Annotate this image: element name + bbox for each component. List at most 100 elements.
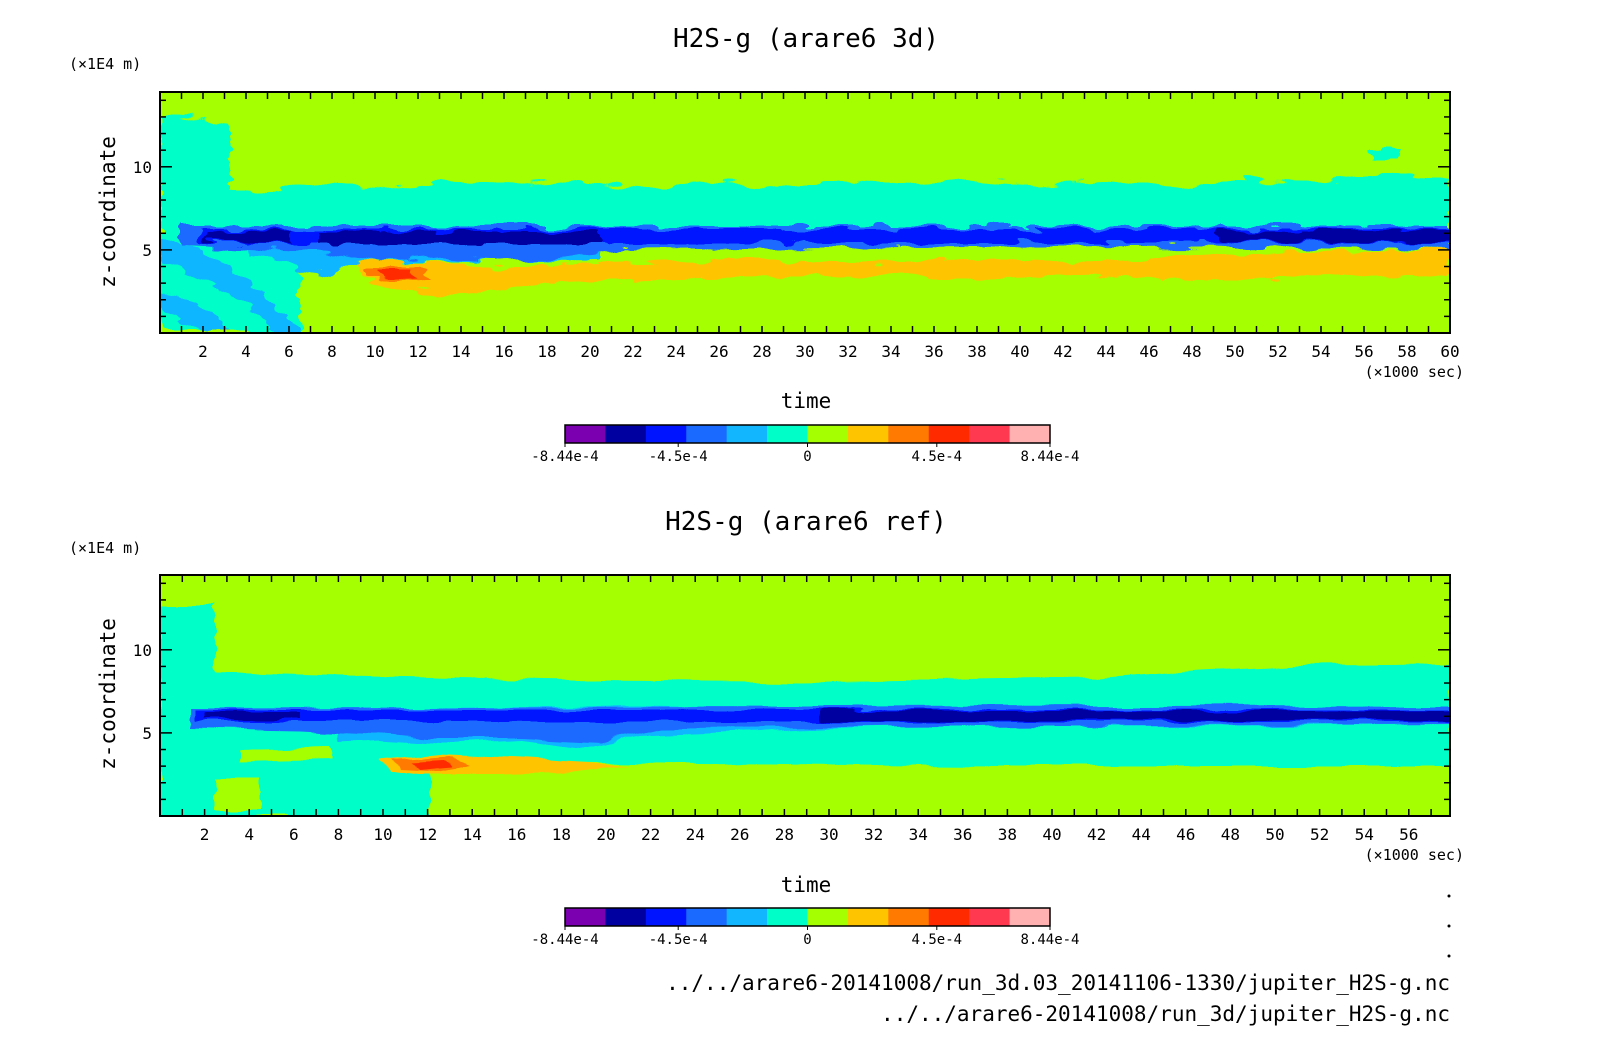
x-tick-label: 20: [580, 342, 599, 361]
y-tick-label: 5: [142, 241, 152, 260]
x-tick-label: 50: [1225, 342, 1244, 361]
x-tick-label: 28: [752, 342, 771, 361]
colorbar-swatch: [888, 908, 930, 926]
y-tick-label: 10: [133, 158, 152, 177]
colorbar-swatch: [1009, 908, 1051, 926]
x-tick-label: 24: [666, 342, 685, 361]
y-axis-label: z-coordinate: [96, 136, 120, 288]
colorbar-swatch: [767, 908, 808, 926]
colorbar-tick-label: -4.5e-4: [649, 932, 708, 948]
colorbar-swatch: [645, 908, 687, 926]
colorbar-swatch: [969, 908, 1011, 926]
heatmap-field: [160, 575, 1450, 816]
x-tick-label: 44: [1132, 825, 1151, 844]
lightgreen-patch: [215, 748, 330, 810]
y-tick-label: 5: [142, 724, 152, 743]
colorbar-swatch: [928, 908, 970, 926]
x-tick-label: 34: [881, 342, 900, 361]
dot-mark: [1447, 954, 1451, 958]
colorbar-swatch: [847, 908, 889, 926]
file-path-1: ../../arare6-20141008/run_3d.03_20141106…: [666, 971, 1450, 995]
x-ticks: 2 4 6 8 10 12 14 16 18 20 22 24 26 28 30 32 34 36 38 40 42 44…: [181, 575, 1432, 844]
panel-ref: H2S-g (arare6 ref) (×1E4 m) 2 4 6 8 10 12 14 16…: [69, 507, 1464, 948]
panel-3d: H2S-g (arare6 3d) (×1E4 m) 2 4 6 8 10 12 14 16 1…: [69, 24, 1464, 465]
colorbar-swatch: [969, 425, 1011, 443]
y-tick-label: 10: [133, 641, 152, 660]
colorbar-tick-label: 8.44e-4: [1020, 449, 1079, 465]
x-tick-label: 56: [1354, 342, 1373, 361]
x-tick-label: 24: [686, 825, 705, 844]
x-tick-label: 34: [909, 825, 928, 844]
x-tick-label: 10: [365, 342, 384, 361]
x-tick-label: 6: [289, 825, 299, 844]
x-tick-label: 20: [596, 825, 615, 844]
x-tick-label: 36: [924, 342, 943, 361]
orange-layer: [360, 250, 1450, 294]
lightblue-left-streaks: [160, 240, 300, 332]
chart-title: H2S-g (arare6 ref): [665, 507, 947, 537]
colorbar-tick-label: -8.44e-4: [531, 932, 598, 948]
colorbar-swatch: [928, 425, 970, 443]
colorbar-swatch: [605, 425, 647, 443]
x-tick-label: 14: [451, 342, 470, 361]
x-ticks: 2 4 6 8 10 12 14 16 18 20 22 24 26 28 30 32 34 36 38 40 42 44…: [180, 92, 1460, 361]
y-ticks: 5 10: [133, 99, 1450, 318]
x-tick-label: 30: [795, 342, 814, 361]
x-tick-label: 32: [838, 342, 857, 361]
x-tick-label: 40: [1042, 825, 1061, 844]
colorbar-tick-label: 4.5e-4: [912, 932, 963, 948]
colorbar-swatch: [645, 425, 687, 443]
x-tick-label: 54: [1311, 342, 1330, 361]
x-tick-label: 22: [623, 342, 642, 361]
turquoise-layer: [160, 116, 1450, 332]
x-tick-label: 14: [463, 825, 482, 844]
x-tick-label: 8: [334, 825, 344, 844]
x-unit-label: (×1000 sec): [1365, 846, 1464, 864]
red-core: [378, 270, 415, 278]
x-tick-label: 52: [1310, 825, 1329, 844]
heatmap-field: [160, 92, 1450, 333]
colorbar-tick-label: 0: [803, 449, 811, 465]
y-axis-label: z-coordinate: [96, 618, 120, 770]
x-tick-label: 6: [284, 342, 294, 361]
x-tick-label: 36: [953, 825, 972, 844]
colorbar-swatch: [1009, 425, 1051, 443]
colorbar-swatch: [807, 425, 849, 443]
colorbar-swatch: [686, 425, 728, 443]
x-tick-label: 26: [730, 825, 749, 844]
x-tick-label: 4: [244, 825, 254, 844]
colorbar-swatch: [807, 908, 849, 926]
colorbar-swatch: [565, 908, 606, 926]
colorbar-swatch: [726, 908, 768, 926]
x-tick-label: 46: [1176, 825, 1195, 844]
x-tick-label: 54: [1355, 825, 1374, 844]
x-tick-label: 52: [1268, 342, 1287, 361]
colorbar-tick-label: -8.44e-4: [531, 449, 598, 465]
x-tick-label: 2: [198, 342, 208, 361]
colorbar-tick-label: 4.5e-4: [912, 449, 963, 465]
turquoise-patch: [1370, 150, 1400, 160]
x-tick-label: 48: [1221, 825, 1240, 844]
dot-mark: [1447, 894, 1451, 898]
colorbar-swatch: [888, 425, 930, 443]
chart-title: H2S-g (arare6 3d): [673, 24, 939, 54]
y-ticks: 5 10: [133, 582, 1450, 801]
x-tick-label: 4: [241, 342, 251, 361]
x-tick-label: 46: [1139, 342, 1158, 361]
x-tick-label: 26: [709, 342, 728, 361]
colorbar-tick-label: 8.44e-4: [1020, 932, 1079, 948]
x-tick-label: 60: [1440, 342, 1459, 361]
y-unit-label: (×1E4 m): [69, 539, 141, 557]
y-unit-label: (×1E4 m): [69, 55, 141, 73]
x-tick-label: 56: [1399, 825, 1418, 844]
colorbar-swatch: [565, 425, 606, 443]
navy-core: [205, 230, 1450, 244]
colorbar-swatch: [686, 908, 728, 926]
dot-mark: [1447, 924, 1451, 928]
x-tick-label: 38: [967, 342, 986, 361]
x-tick-label: 48: [1182, 342, 1201, 361]
x-tick-label: 10: [373, 825, 392, 844]
x-tick-label: 38: [998, 825, 1017, 844]
x-tick-label: 42: [1087, 825, 1106, 844]
colorbar: -8.44e-4 -4.5e-4 0 4.5e-4 8.44e-4: [531, 424, 1080, 465]
